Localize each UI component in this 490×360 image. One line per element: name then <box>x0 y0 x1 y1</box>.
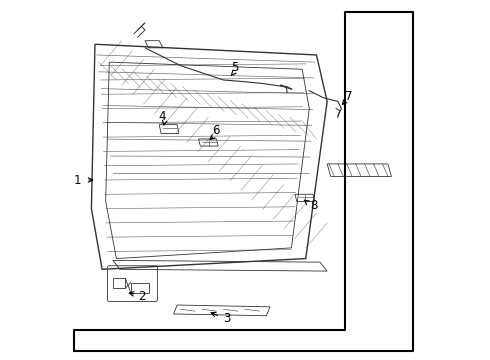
Text: 8: 8 <box>310 199 317 212</box>
Text: 1: 1 <box>74 174 81 186</box>
Text: 6: 6 <box>212 124 220 137</box>
Text: 3: 3 <box>223 312 230 325</box>
Text: 5: 5 <box>231 61 239 74</box>
Text: 2: 2 <box>138 289 145 303</box>
Text: 7: 7 <box>345 90 352 103</box>
Text: 4: 4 <box>158 110 166 123</box>
